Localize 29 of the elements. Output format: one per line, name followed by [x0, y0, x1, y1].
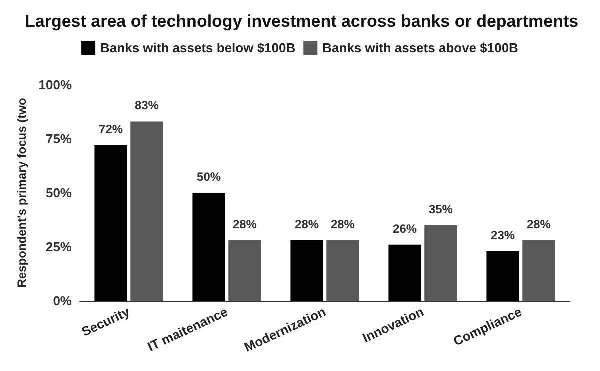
data-label: 26% [393, 222, 418, 236]
data-label: 28% [295, 218, 320, 232]
bar [522, 240, 556, 301]
bar [228, 240, 262, 301]
data-label: 72% [99, 122, 124, 136]
data-label: 28% [330, 218, 356, 232]
data-label: 28% [232, 218, 258, 232]
data-label: 28% [526, 218, 552, 232]
legend-label: Banks with assets below $100B [100, 40, 296, 56]
bar [192, 193, 226, 301]
bar [424, 225, 458, 301]
y-tick-label: 50% [46, 186, 72, 200]
chart-title: Largest area of technology investment across banks or departments [25, 12, 579, 31]
bar [290, 240, 324, 301]
bar [94, 145, 128, 301]
legend-label: Banks with assets above $100B [322, 40, 518, 56]
bar [326, 240, 360, 301]
data-label: 83% [134, 98, 160, 113]
bar [388, 244, 422, 301]
data-label: 50% [197, 170, 222, 184]
y-axis-title: Respondent's primary focus (two [14, 98, 29, 288]
bar [130, 122, 164, 301]
y-tick-label: 100% [38, 78, 72, 92]
y-tick-label: 25% [46, 240, 72, 254]
data-label: 35% [428, 202, 454, 216]
y-tick-label: 0% [53, 294, 72, 308]
data-label: 23% [491, 228, 516, 242]
y-tick-label: 75% [46, 132, 72, 146]
bar [486, 251, 520, 301]
